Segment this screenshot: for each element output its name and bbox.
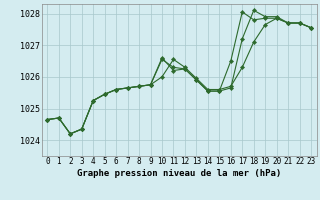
X-axis label: Graphe pression niveau de la mer (hPa): Graphe pression niveau de la mer (hPa) [77,169,281,178]
